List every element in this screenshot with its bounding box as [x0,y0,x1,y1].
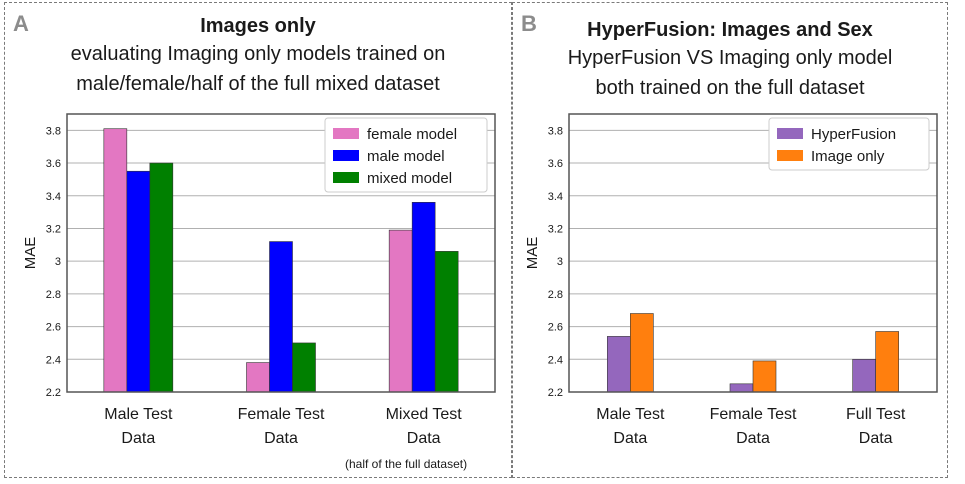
bar-male-model [411,202,436,393]
y-tick-label: 3.4 [548,191,563,203]
legend-swatch [333,150,359,161]
panel-b: B HyperFusion: Images and Sex HyperFusio… [512,2,948,478]
y-tick-label: 3 [55,256,61,268]
y-tick-label: 3.2 [548,223,563,235]
bar-chart-a: 2.2 2.4 2.6 2.8 3 3.2 3.4 3.6 3.8 Male Test Data Fe… [22,113,496,447]
legend-swatch [333,172,359,183]
y-tick-label: 2.6 [46,322,61,334]
x-category-label: Male Test [596,406,665,423]
y-tick-label: 3.2 [46,223,61,235]
legend-label: HyperFusion [811,126,896,143]
plot-frame [66,113,496,393]
y-tick-label: 2.8 [46,289,61,301]
plot-frame [568,113,938,393]
x-category-label: Data [264,430,298,447]
bar-image-only [875,331,899,393]
bar-male-model [126,170,151,393]
x-category-label: Data [613,430,647,447]
bar-mixed-model [434,251,459,393]
y-tick-label: 2.4 [46,354,61,366]
x-category-label: Data [736,430,770,447]
panel-letter: B [521,11,537,36]
legend-swatch [333,128,359,139]
y-tick-label: 2.4 [548,354,563,366]
x-category-label: Data [121,430,155,447]
bar-mixed-model [292,342,316,393]
bar-image-only [752,360,777,393]
bar-hyperfusion [729,383,754,393]
y-tick-label: 3 [557,256,563,268]
bar-female-model [246,362,270,393]
chart-title: HyperFusion: Images and Sex [587,19,873,41]
x-category-label: Mixed Test [386,406,463,423]
panel-letter: A [13,11,29,36]
y-tick-label: 2.2 [548,387,563,399]
y-tick-label: 2.8 [548,289,563,301]
legend-label: Image only [811,148,885,165]
chart-subtitle-line-1: evaluating Imaging only models trained o… [70,43,446,65]
chart-subtitle-line-1: HyperFusion VS Imaging only model [567,47,893,69]
x-category-label: Female Test [238,406,325,423]
bar-hyperfusion [607,336,631,393]
bar-female-model [388,229,413,393]
y-tick-label: 3.8 [548,125,563,137]
bar-image-only [630,313,654,393]
panel-a: A Images only evaluating Imaging only mo… [4,2,512,478]
legend-label: female model [367,126,457,143]
x-category-label: Data [407,430,441,447]
dataset-note: (half of the full dataset) [345,457,468,471]
x-category-label: Female Test [710,406,797,423]
bar-mixed-model [149,162,174,393]
bar-male-model [269,241,293,393]
x-category-label: Data [859,430,893,447]
y-tick-label: 3.6 [46,158,61,170]
chart-title: Images only [200,15,316,37]
y-axis-label: MAE [22,237,39,270]
y-tick-label: 2.6 [548,322,563,334]
y-tick-label: 3.6 [548,158,563,170]
x-category-label: Full Test [846,406,906,423]
bar-hyperfusion [852,358,876,393]
y-tick-label: 2.2 [46,387,61,399]
bar-female-model [103,128,128,393]
legend [324,117,488,193]
y-tick-label: 3.8 [46,125,61,137]
legend-label: mixed model [367,170,452,187]
chart-subtitle-line-2: male/female/half of the full mixed datas… [76,73,440,95]
legend-label: male model [367,148,445,165]
legend-swatch [777,128,803,139]
bar-chart-b: 2.2 2.4 2.6 2.8 3 3.2 3.4 3.6 3.8 Male Test Data Fe… [524,113,938,447]
legend [768,117,930,171]
x-category-label: Male Test [104,406,173,423]
y-axis-label: MAE [524,237,541,270]
legend-swatch [777,150,803,161]
y-tick-label: 3.4 [46,191,61,203]
chart-subtitle-line-2: both trained on the full dataset [595,77,865,99]
